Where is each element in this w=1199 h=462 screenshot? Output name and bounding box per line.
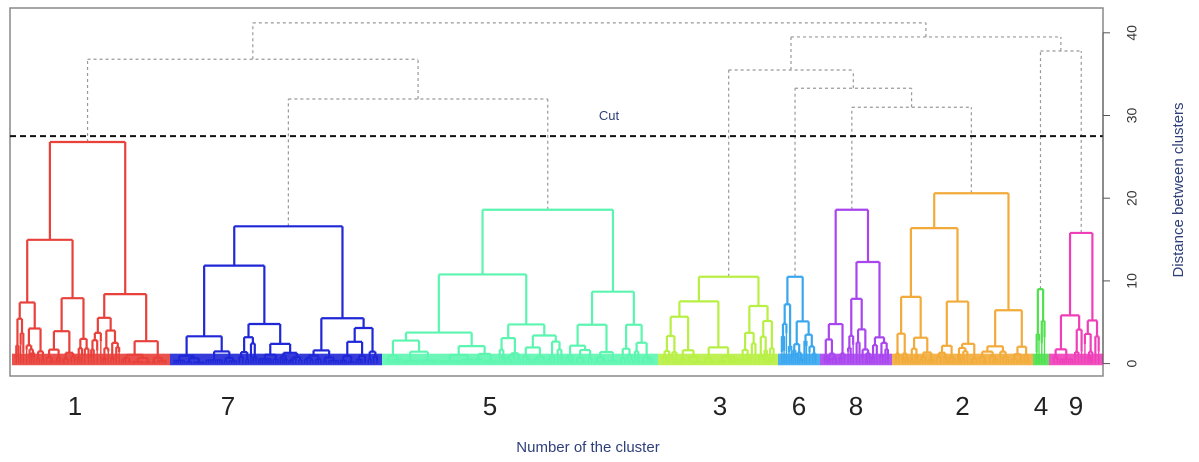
cluster-5-leaves	[382, 353, 658, 366]
y-tick-label: 30	[1124, 108, 1140, 124]
cluster-label-4: 4	[1034, 391, 1048, 421]
y-tick-label: 10	[1124, 273, 1140, 289]
cluster-5-tree	[382, 208, 658, 366]
cluster-6-tree	[778, 275, 820, 366]
cluster-8-leaves	[820, 353, 892, 366]
cluster-1-leaves	[12, 353, 170, 366]
merge-link-6	[1039, 50, 1082, 290]
cluster-label-7: 7	[221, 391, 235, 421]
cut-label: Cut	[599, 108, 620, 123]
y-tick-label: 40	[1124, 25, 1140, 41]
cluster-3-tree	[658, 275, 778, 366]
merge-link-4	[794, 87, 913, 277]
cluster-label-5: 5	[483, 391, 497, 421]
cluster-3-leaves	[658, 353, 778, 366]
x-axis-title: Number of the cluster	[516, 439, 659, 456]
cluster-2-tree	[892, 192, 1033, 366]
y-tick-label: 0	[1124, 359, 1140, 367]
cluster-label-3: 3	[713, 391, 727, 421]
cluster-9-tree	[1049, 231, 1103, 366]
merge-link-1	[287, 98, 549, 227]
merge-link-2	[86, 58, 419, 142]
cluster-4-tree	[1033, 288, 1049, 366]
cluster-subtrees	[12, 140, 1103, 366]
cluster-label-6: 6	[792, 391, 806, 421]
cluster-label-9: 9	[1069, 391, 1083, 421]
cluster-label-8: 8	[849, 391, 863, 421]
cluster-4-leaves	[1033, 353, 1049, 366]
merge-link-3	[851, 106, 972, 210]
cluster-1-tree	[12, 140, 170, 366]
cluster-9-leaves	[1049, 353, 1103, 366]
cluster-7-leaves	[170, 353, 382, 366]
cluster-6-leaves	[778, 353, 820, 366]
merge-link-8	[252, 22, 927, 60]
y-tick-label: 20	[1124, 190, 1140, 206]
cluster-8-tree	[820, 208, 892, 366]
cluster-2-leaves	[892, 353, 1033, 366]
cluster-label-2: 2	[955, 391, 969, 421]
upper-merge-links	[86, 22, 1082, 290]
cluster-label-1: 1	[68, 391, 82, 421]
merge-link-7	[790, 36, 1062, 71]
y-axis: 0 10 20 30 40	[1102, 25, 1140, 367]
y-axis-title: Distance between clusters	[1170, 102, 1187, 277]
plot-frame	[9, 7, 1104, 377]
cluster-7-tree	[170, 225, 382, 366]
